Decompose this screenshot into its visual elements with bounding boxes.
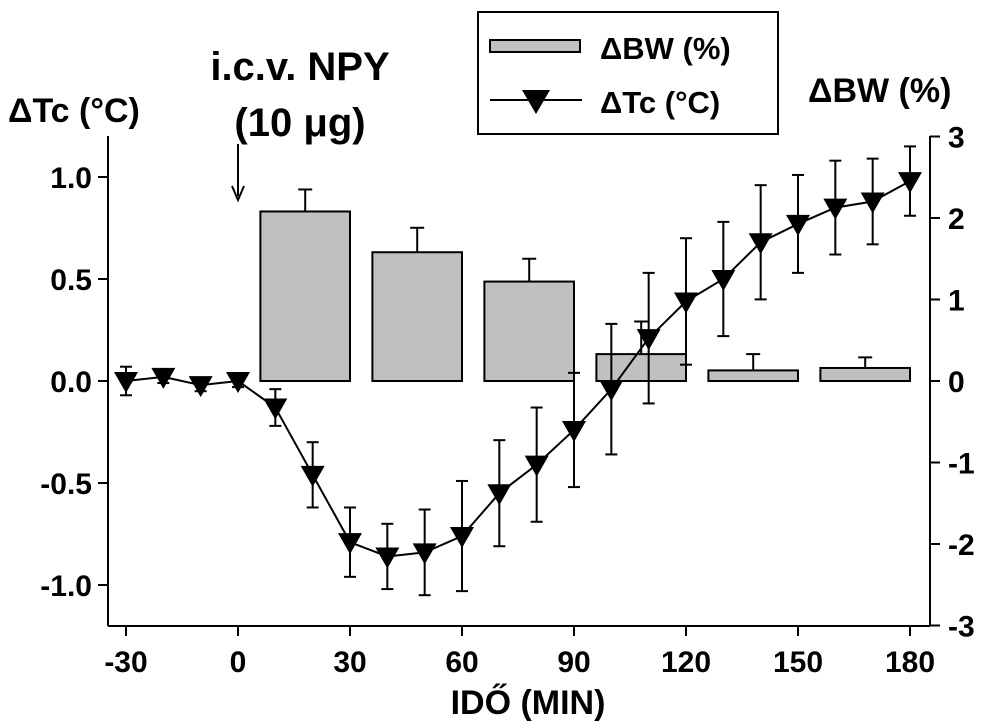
data-point [823,198,848,220]
x-tick-label: 0 [230,646,247,679]
chart-subtitle: (10 μg) [234,101,365,145]
bar [259,210,351,382]
data-point [375,547,400,569]
data-point [226,372,250,393]
data-point [674,292,698,314]
data-point [338,533,362,555]
y-right-tick-label: 1 [948,285,965,318]
bar [707,369,800,382]
data-point [860,192,885,214]
y-left-tick-label: 1.0 [50,162,92,195]
injection-arrow-head [231,185,245,203]
x-tick-label: -30 [104,646,147,679]
y-right-tick-label: -3 [948,611,975,644]
x-tick-label: 150 [773,646,823,679]
data-point [524,455,549,477]
data-point [636,329,661,351]
y-left-axis-label: ΔTc (°C) [8,92,140,130]
y-right-axis-label: ΔBW (%) [808,72,951,110]
y-left-tick-label: -0.5 [40,468,92,501]
data-point [599,380,624,402]
y-left-tick-label: 0.5 [50,264,92,297]
x-tick-label: 60 [445,646,478,679]
y-right-tick-label: 3 [948,122,965,155]
data-point [114,372,138,393]
data-point [300,465,325,487]
x-tick-label: 30 [333,646,366,679]
x-tick-label: 120 [661,646,711,679]
x-tick-label: 180 [885,646,935,679]
data-point [711,270,736,291]
legend-line-label: ΔTc (°C) [600,85,720,120]
legend-bar-swatch [489,39,581,53]
y-right-tick-label: 2 [948,203,965,236]
chart-title: i.c.v. NPY [210,45,390,89]
legend-box [477,11,779,135]
bar [371,251,463,382]
legend: ΔBW (%) ΔTc (°C) [477,11,779,135]
line-series [125,180,911,558]
legend-bar-label: ΔBW (%) [600,31,731,66]
data-point [412,543,437,565]
data-point [450,527,474,549]
x-axis-label: IDŐ (MIN) [451,684,606,722]
plot-area: -30 0 30 60 90 120 150 180 1.0 0.5 0.0 -0.5 -1.0 3 2 1 0… [40,122,974,680]
data-point [562,420,586,442]
data-point [263,398,288,420]
data-point [898,172,922,194]
bar [595,353,688,383]
legend-line-marker [522,90,550,114]
bar [483,280,575,383]
y-left-tick-label: 0.0 [50,366,92,399]
data-point [188,376,213,398]
data-point [151,367,176,389]
data-point [487,484,512,506]
data-point [786,214,810,236]
y-right-tick-label: -1 [948,448,975,481]
y-right-tick-label: -2 [948,529,975,562]
data-point [748,233,773,255]
x-tick-label: 90 [557,646,590,679]
y-left-tick-label: -1.0 [40,570,92,603]
y-right-tick-label: 0 [948,366,965,399]
bar [819,366,912,382]
